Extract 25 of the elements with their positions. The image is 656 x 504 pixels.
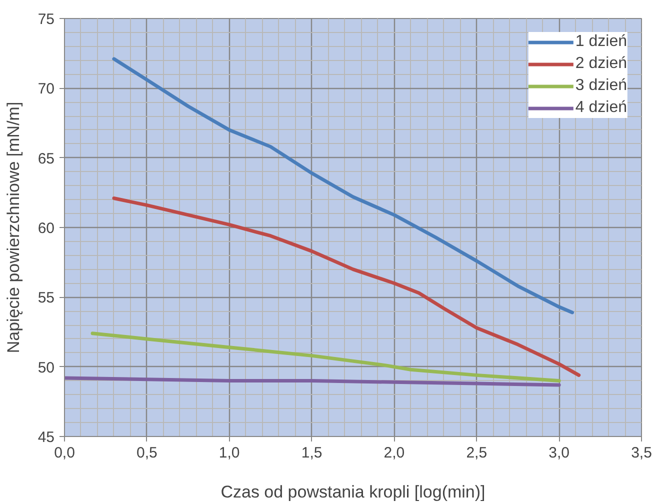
legend-label: 3 dzień xyxy=(575,77,627,95)
legend-label: 4 dzień xyxy=(575,99,627,117)
x-tick-label: 2,0 xyxy=(384,444,405,462)
line-series xyxy=(64,376,561,387)
x-tick-label: 1,5 xyxy=(301,444,322,462)
x-tick-label: 1,0 xyxy=(218,444,240,462)
y-tick-label: 60 xyxy=(38,220,55,237)
y-tick-label: 50 xyxy=(38,359,55,376)
x-tick-label: 3,0 xyxy=(548,444,570,462)
y-axis-title: Napięcie powierzchniowe [mN/m] xyxy=(4,102,23,354)
y-tick-label: 75 xyxy=(38,11,55,28)
y-tick-label: 65 xyxy=(38,150,55,168)
line-series xyxy=(112,196,581,377)
y-tick-label: 55 xyxy=(38,290,55,307)
line-series xyxy=(90,332,561,383)
x-tick-label: 0,5 xyxy=(136,444,158,462)
y-tick-label: 70 xyxy=(38,80,55,98)
legend-label: 1 dzień xyxy=(575,33,627,51)
x-axis-title: Czas od powstania kropli [log(min)] xyxy=(220,482,486,502)
x-tick-label: 0,0 xyxy=(54,444,75,462)
legend-label: 2 dzień xyxy=(575,55,627,73)
x-tick-label: 3,5 xyxy=(631,444,652,462)
x-tick-label: 2,5 xyxy=(466,444,488,462)
y-tick-label: 45 xyxy=(38,429,55,446)
line-series xyxy=(112,57,574,314)
